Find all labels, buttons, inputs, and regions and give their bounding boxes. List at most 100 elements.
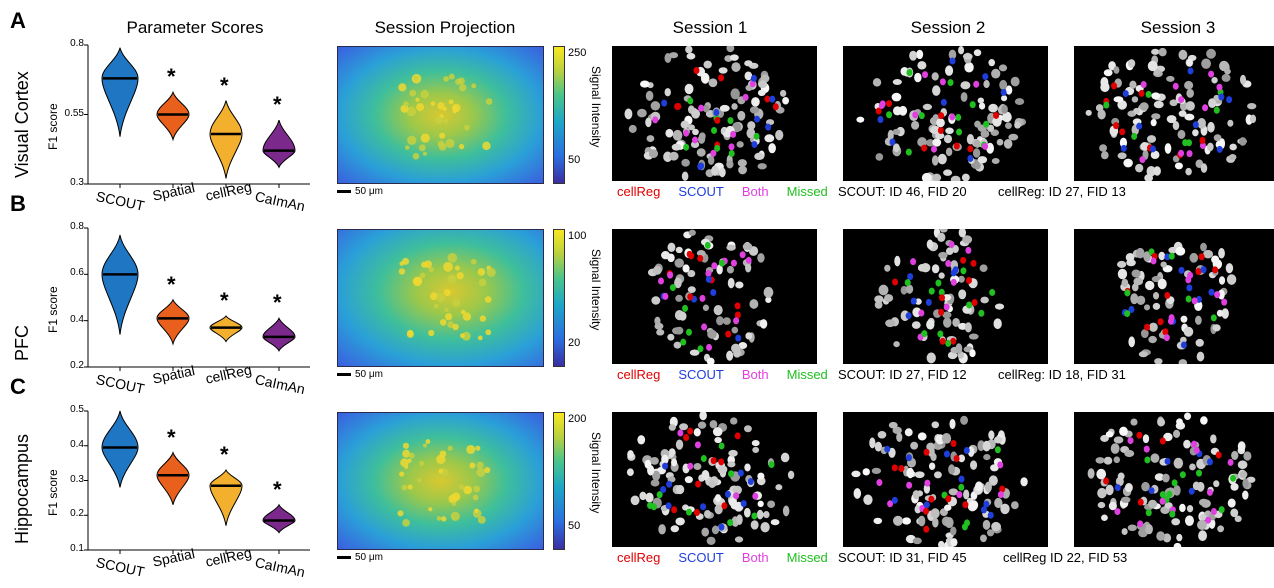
projection-spot bbox=[471, 83, 477, 89]
labeled-cell bbox=[1000, 88, 1007, 96]
violin-scout bbox=[101, 47, 139, 137]
legend-item-missed: Missed bbox=[786, 184, 828, 199]
cell bbox=[718, 167, 726, 178]
cell bbox=[905, 284, 914, 294]
cell bbox=[1242, 478, 1249, 489]
cell bbox=[1227, 498, 1236, 508]
labeled-cell bbox=[949, 57, 956, 65]
cell bbox=[1176, 533, 1183, 542]
id-text-cellreg: cellReg: ID 27, FID 13 bbox=[998, 184, 1126, 199]
projection-spot bbox=[419, 272, 426, 279]
cell bbox=[671, 143, 682, 151]
cell bbox=[950, 175, 961, 181]
significance-star: * bbox=[167, 424, 176, 450]
legend-item-both: Both bbox=[741, 184, 769, 199]
cell bbox=[782, 96, 790, 105]
legend: cellReg SCOUT Both Missed bbox=[617, 184, 846, 199]
cell bbox=[654, 316, 661, 326]
cell bbox=[1171, 518, 1181, 526]
labeled-cell bbox=[658, 277, 665, 285]
cell bbox=[765, 296, 772, 303]
cell bbox=[968, 333, 979, 340]
cell bbox=[941, 432, 952, 444]
cell bbox=[722, 131, 732, 138]
labeled-cell bbox=[697, 254, 704, 262]
labeled-cell bbox=[923, 525, 930, 533]
cell bbox=[1221, 73, 1231, 82]
cell bbox=[673, 341, 682, 349]
labeled-cell bbox=[1113, 122, 1120, 130]
cell bbox=[973, 139, 981, 148]
cell bbox=[670, 525, 680, 533]
cell bbox=[1158, 251, 1166, 261]
session-1-cell-image bbox=[612, 46, 817, 181]
labeled-cell bbox=[1122, 90, 1129, 98]
cell bbox=[1143, 304, 1151, 311]
cell bbox=[958, 289, 967, 300]
cell bbox=[658, 524, 666, 535]
cell bbox=[1144, 280, 1155, 291]
cell bbox=[1003, 139, 1013, 149]
legend-item-scout: SCOUT bbox=[678, 367, 724, 382]
cell bbox=[992, 116, 1002, 127]
cell bbox=[1140, 141, 1150, 151]
cell bbox=[760, 521, 770, 533]
cell bbox=[1001, 104, 1008, 114]
labeled-cell bbox=[687, 97, 694, 105]
cell bbox=[667, 333, 675, 341]
cell bbox=[687, 269, 696, 278]
cell bbox=[937, 232, 946, 242]
cell bbox=[737, 110, 746, 121]
cell bbox=[974, 120, 981, 128]
labeled-cell bbox=[1230, 474, 1237, 482]
labeled-cell bbox=[943, 450, 950, 458]
projection-spot bbox=[407, 329, 414, 337]
labeled-cell bbox=[1150, 257, 1157, 265]
cell bbox=[1151, 92, 1161, 100]
cell bbox=[1144, 174, 1153, 181]
projection-spot bbox=[419, 460, 425, 467]
cell bbox=[647, 465, 655, 476]
y-tick-label: 0.5 bbox=[70, 404, 84, 415]
cell bbox=[892, 143, 900, 153]
labeled-cell bbox=[737, 469, 744, 477]
cell bbox=[1186, 58, 1193, 67]
labeled-cell bbox=[1169, 510, 1176, 518]
labeled-cell bbox=[745, 256, 752, 264]
cell bbox=[910, 441, 919, 450]
projection-spot bbox=[459, 333, 465, 339]
cell bbox=[726, 160, 734, 169]
cell bbox=[918, 515, 926, 527]
labeled-cell bbox=[725, 330, 732, 338]
cell bbox=[1185, 167, 1192, 176]
labeled-cell bbox=[686, 250, 693, 258]
cell bbox=[1141, 481, 1150, 492]
cell bbox=[692, 128, 699, 136]
cell bbox=[1230, 482, 1239, 491]
cell bbox=[991, 521, 1001, 532]
projection-spot bbox=[454, 265, 460, 271]
cell bbox=[1014, 121, 1021, 129]
labeled-cell bbox=[877, 116, 884, 124]
labeled-cell bbox=[1180, 341, 1187, 349]
cell bbox=[1113, 436, 1124, 444]
labeled-cell bbox=[950, 439, 957, 447]
projection-spot bbox=[436, 292, 446, 302]
violin-spatial bbox=[156, 298, 190, 346]
cell bbox=[920, 262, 931, 273]
projection-spot bbox=[418, 144, 426, 152]
labeled-cell bbox=[1131, 132, 1138, 140]
cell bbox=[697, 134, 706, 144]
cell bbox=[738, 165, 747, 175]
cell bbox=[1153, 100, 1164, 109]
cell bbox=[726, 265, 735, 274]
cell bbox=[1100, 434, 1109, 442]
labeled-cell bbox=[713, 108, 720, 116]
labeled-cell bbox=[699, 294, 706, 302]
labeled-cell bbox=[967, 154, 974, 162]
labeled-cell bbox=[956, 491, 963, 499]
labeled-cell bbox=[1178, 96, 1185, 104]
cell bbox=[1185, 101, 1195, 111]
y-tick-label: 0.8 bbox=[70, 38, 84, 49]
labeled-cell bbox=[1191, 297, 1198, 305]
